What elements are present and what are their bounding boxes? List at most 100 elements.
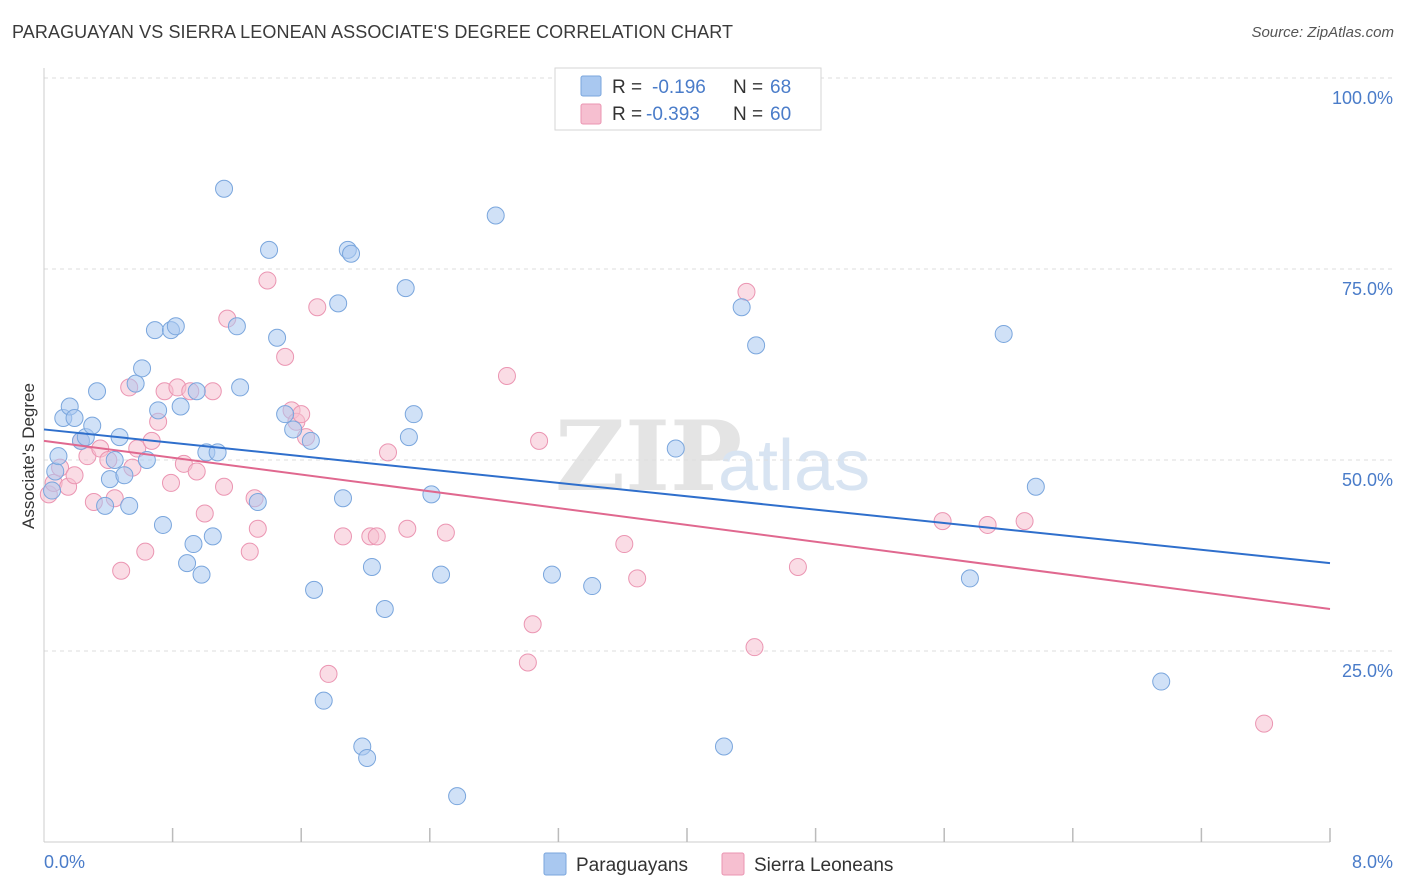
sierra-leoneans-point-49	[615, 535, 634, 554]
sierra-leoneans-point-41	[367, 527, 386, 546]
paraguayans-point-0	[43, 481, 62, 500]
y-tick-label-100: 100.0%	[1332, 88, 1393, 108]
paraguayans-point-23	[166, 317, 185, 336]
paraguayans-point-1	[46, 462, 65, 481]
paraguayans-point-35	[248, 493, 267, 512]
gridlines	[44, 77, 1392, 652]
watermark-zip: ZIP	[555, 400, 742, 513]
paraguayans-point-20	[149, 401, 168, 420]
y-tick-label-25: 25.0%	[1342, 661, 1393, 681]
paraguayans-point-10	[96, 496, 115, 515]
sierra-leoneans-point-57	[1255, 714, 1274, 733]
sierra-leoneans-point-52	[745, 638, 764, 657]
sierra-leoneans-point-44	[436, 523, 455, 542]
trendline-sierra-leoneans	[43, 439, 1331, 610]
y-axis-tick-labels: 25.0% 50.0% 75.0% 100.0%	[1332, 88, 1393, 681]
legend-swatch-sierra-leoneans	[580, 103, 602, 125]
sierra-leoneans-point-50	[628, 569, 647, 588]
y-tick-label-75: 75.0%	[1342, 279, 1393, 299]
paraguayans-point-50	[375, 599, 394, 618]
x-tick-label-min: 0.0%	[44, 852, 85, 872]
paraguayans-point-60	[666, 439, 685, 458]
paraguayans-point-57	[486, 206, 505, 225]
y-tick-label-50: 50.0%	[1342, 470, 1393, 490]
paraguayans-point-38	[276, 405, 295, 424]
sierra-leoneans-point-37	[308, 298, 327, 317]
paraguayans-point-2	[49, 447, 68, 466]
sierra-leoneans-point-23	[187, 462, 206, 481]
paraguayans-point-21	[153, 515, 172, 534]
sierra-leoneans-point-47	[523, 615, 542, 634]
paraguayans-point-56	[448, 787, 467, 806]
sierra-leoneans-point-32	[276, 347, 295, 366]
sierra-leoneans-point-51	[737, 282, 756, 301]
sierra-leoneans-point-56	[1015, 512, 1034, 531]
paraguayans-point-37	[268, 328, 287, 347]
paraguayans-point-17	[133, 359, 152, 378]
paraguayans-point-41	[305, 580, 324, 599]
watermark: ZIP atlas	[555, 400, 870, 513]
paraguayans-point-34	[231, 378, 250, 397]
sierra-leoneans-point-26	[215, 477, 234, 496]
paraguayans-point-44	[333, 489, 352, 508]
paraguayans-point-52	[399, 428, 418, 447]
paraguayans-point-67	[1152, 672, 1171, 691]
sierra-leoneans-point-42	[379, 443, 398, 462]
paraguayans-point-63	[747, 336, 766, 355]
paraguayans-point-49	[362, 557, 381, 576]
paraguayans-point-32	[215, 179, 234, 198]
paraguayans-point-61	[714, 737, 733, 756]
series-legend-label-sierra-leoneans: Sierra Leoneans	[754, 855, 893, 876]
sierra-leoneans-point-45	[497, 366, 516, 385]
paraguayans-point-64	[960, 569, 979, 588]
legend-n-label-paraguayans: N =	[733, 77, 763, 98]
sierra-leoneans-point-55	[978, 515, 997, 534]
paraguayans-point-65	[994, 324, 1013, 343]
paraguayans-point-14	[115, 466, 134, 485]
chart-title: PARAGUAYAN VS SIERRA LEONEAN ASSOCIATE'S…	[12, 22, 734, 42]
paraguayans-point-26	[184, 535, 203, 554]
legend-r-label-sierra-leoneans: R =	[612, 104, 642, 125]
paraguayans-point-28	[192, 565, 211, 584]
source-label: Source: ZipAtlas.com	[1251, 24, 1394, 41]
paraguayans-point-15	[120, 496, 139, 515]
series-legend-label-paraguayans: Paraguayans	[576, 855, 688, 876]
series-legend-swatch-paraguayans	[543, 852, 567, 876]
stats-legend: R = -0.196 N = 68 R = -0.393 N = 60	[554, 67, 822, 131]
legend-n-value-paraguayans: 68	[770, 77, 791, 98]
sierra-leoneans-point-31	[258, 271, 277, 290]
legend-swatch-paraguayans	[580, 75, 602, 97]
sierra-leoneans-point-39	[333, 527, 352, 546]
paraguayans-point-19	[145, 321, 164, 340]
paraguayans-point-46	[342, 244, 361, 263]
paraguayans-point-24	[171, 397, 190, 416]
paraguayans-point-43	[329, 294, 348, 313]
x-tick-label-max: 8.0%	[1352, 852, 1393, 872]
paraguayans-point-36	[260, 240, 279, 259]
legend-r-value-sierra-leoneans: -0.393	[646, 104, 700, 125]
paraguayans-point-5	[65, 408, 84, 427]
paraguayans-point-55	[432, 565, 451, 584]
sierra-leoneans-point-28	[240, 542, 259, 561]
paraguayans-point-9	[88, 382, 107, 401]
legend-n-label-sierra-leoneans: N =	[733, 104, 763, 125]
series-legend: Paraguayans Sierra Leoneans	[543, 852, 893, 876]
paraguayans-point-25	[178, 554, 197, 573]
sierra-leoneans-point-24	[195, 504, 214, 523]
sierra-leoneans-point-30	[248, 519, 267, 538]
sierra-leoneans-point-38	[319, 664, 338, 683]
paraguayans-point-40	[301, 431, 320, 450]
paraguayans-point-16	[126, 374, 145, 393]
sierra-leoneans-point-15	[136, 542, 155, 561]
paraguayans-point-39	[284, 420, 303, 439]
x-axis-ticks	[171, 828, 1331, 842]
sierra-leoneans-point-35	[292, 405, 311, 424]
legend-r-value-paraguayans: -0.196	[652, 77, 706, 98]
paraguayans-point-27	[187, 382, 206, 401]
paraguayans-point-59	[583, 577, 602, 596]
paraguayans-point-8	[83, 416, 102, 435]
sierra-leoneans-point-48	[530, 431, 549, 450]
paraguayans-point-51	[396, 279, 415, 298]
legend-n-value-sierra-leoneans: 60	[770, 104, 791, 125]
paraguayans-point-54	[422, 485, 441, 504]
